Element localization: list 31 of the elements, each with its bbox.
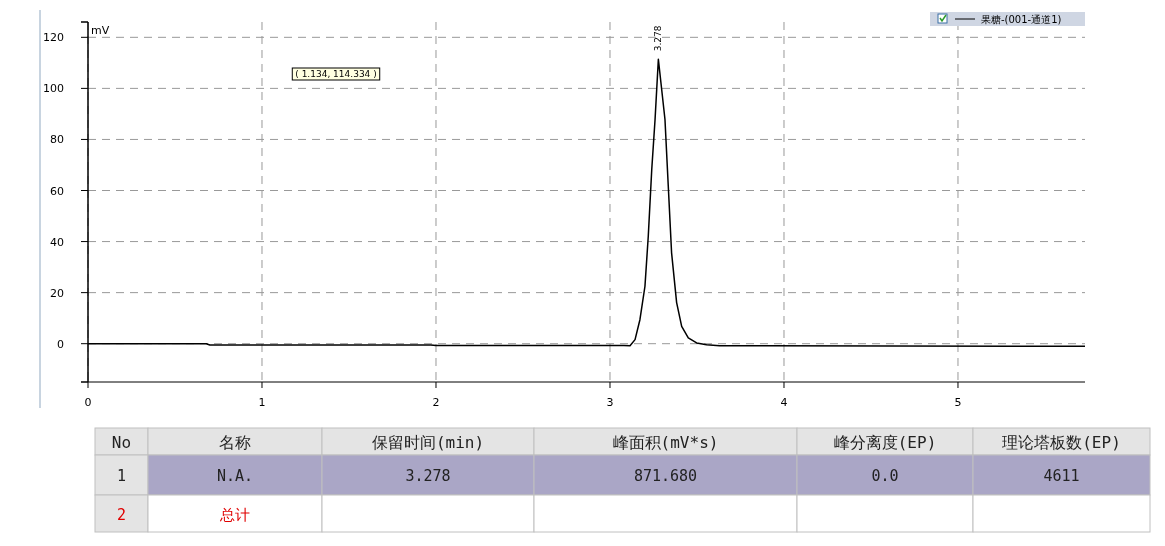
text: 理论塔板数(EP) [1002,432,1121,452]
annotation: 3.278 [653,25,664,52]
text: 871.680 [633,467,698,485]
text: 1 [116,467,127,485]
text: 峰面积(mV*s) [612,432,719,452]
x-tick-label: 2 [432,396,440,409]
y-tick-label: 40 [50,235,64,249]
x-tick-label: 3 [606,396,614,409]
y-tick-label: 0 [57,337,64,351]
x-tick-label: 1 [258,396,266,409]
y-tick-label: 100 [43,82,64,96]
y-tick-label: 60 [50,184,64,198]
x-tick-label: 4 [780,396,788,409]
x-tick-label: 5 [954,396,962,409]
legend-label: 果糖-(001-通道1) [981,14,1062,25]
y-tick-label: 120 [43,31,64,45]
text: 0.0 [871,467,899,485]
y-tick-label: 20 [50,286,64,300]
text: 2 [116,505,127,524]
text: N.A. [216,467,254,485]
x-tick-label: 0 [84,396,92,409]
text: 峰分离度(EP) [833,432,937,452]
text: 名称 [219,432,251,452]
y-axis-title: mV [91,24,110,37]
annotation: ( 1.134, 114.334 ) [295,69,377,79]
y-tick-label: 80 [50,133,64,147]
text: 总计 [219,505,250,524]
text: 4611 [1043,467,1080,485]
text: No [111,432,132,452]
text: 3.278 [405,467,451,485]
text: 保留时间(min) [371,432,485,452]
